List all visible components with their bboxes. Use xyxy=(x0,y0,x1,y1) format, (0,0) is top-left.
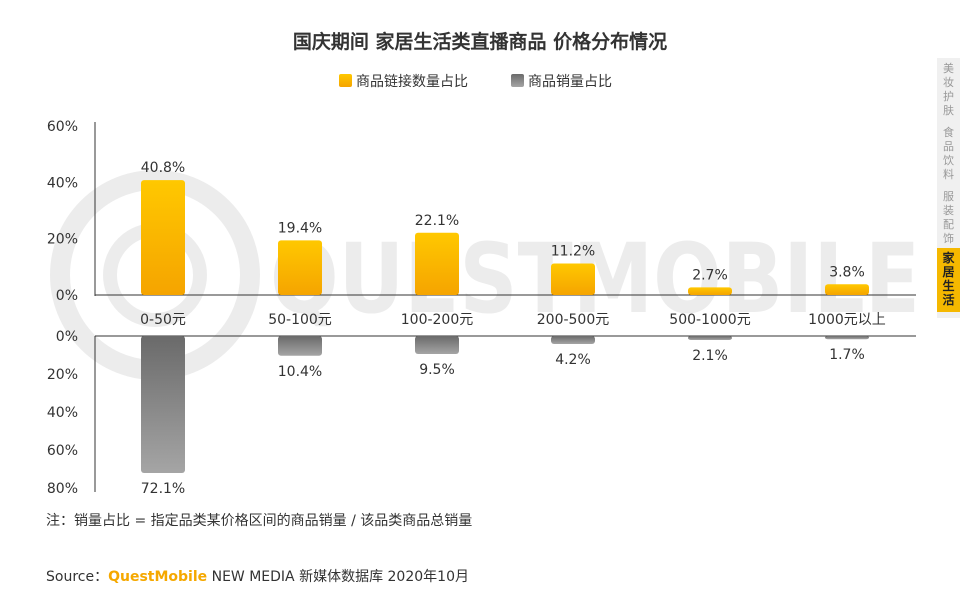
sales-share-value-label: 1.7% xyxy=(829,347,865,363)
side-tab-active-background xyxy=(937,248,960,312)
legend-swatch-sales xyxy=(511,74,524,87)
sales-share-value-label: 2.1% xyxy=(692,348,728,364)
links-share-value-label: 3.8% xyxy=(829,264,865,280)
top-axis-ticks: 0% 20% 40% 60% xyxy=(47,119,78,304)
bottom-y-tick-label: 80% xyxy=(47,481,78,497)
links-share-value-label: 11.2% xyxy=(551,243,595,259)
side-tab[interactable]: 家居生活 xyxy=(937,248,960,312)
side-tab-label: 食品饮料 xyxy=(943,125,954,181)
links-share-bars: 40.8% 19.4% 22.1% 11.2% 2.7% 3.8% xyxy=(141,160,869,295)
sales-share-bar xyxy=(141,336,185,473)
watermark: QUESTMOBILE xyxy=(50,170,920,380)
category-label: 50-100元 xyxy=(268,312,332,328)
links-share-value-label: 40.8% xyxy=(141,160,185,176)
category-label: 1000元以上 xyxy=(808,312,886,328)
category-label: 0-50元 xyxy=(140,312,186,328)
links-share-value-label: 2.7% xyxy=(692,267,728,283)
category-label: 500-1000元 xyxy=(669,312,750,328)
footnote: 注：销量占比 = 指定品类某价格区间的商品销量 / 该品类商品总销量 xyxy=(46,513,472,529)
source-line: Source：QuestMobile NEW MEDIA 新媒体数据库 2020… xyxy=(46,569,469,585)
sales-share-value-label: 10.4% xyxy=(278,364,322,380)
sales-share-bar xyxy=(688,336,732,340)
side-tab-label: 家居生活 xyxy=(942,250,955,307)
legend-label-links: 商品链接数量占比 xyxy=(356,73,468,90)
sales-share-bars: 72.1% 10.4% 9.5% 4.2% 2.1% 1.7% xyxy=(141,336,869,497)
source-prefix: Source： xyxy=(46,569,108,585)
links-share-value-label: 19.4% xyxy=(278,220,322,236)
sales-share-bar xyxy=(278,336,322,356)
bottom-y-tick-label: 0% xyxy=(56,329,78,345)
sales-share-value-label: 72.1% xyxy=(141,481,185,497)
bottom-axis-ticks: 0% 20% 40% 60% 80% xyxy=(47,329,78,497)
bottom-y-tick-label: 60% xyxy=(47,443,78,459)
top-y-tick-label: 0% xyxy=(56,288,78,304)
legend-label-sales: 商品销量占比 xyxy=(528,74,612,90)
category-label: 200-500元 xyxy=(537,312,610,328)
sales-share-value-label: 4.2% xyxy=(555,352,591,368)
side-tab[interactable]: 服装配饰 xyxy=(943,190,954,245)
source-brand: QuestMobile xyxy=(108,569,207,585)
top-y-tick-label: 40% xyxy=(47,175,78,191)
category-labels: 0-50元 50-100元 100-200元 200-500元 500-1000元 100… xyxy=(140,312,886,328)
sales-share-bar xyxy=(551,336,595,344)
side-tab-label: 美妆护肤 xyxy=(943,62,954,117)
sales-share-value-label: 9.5% xyxy=(419,362,455,378)
links-share-bar xyxy=(825,284,869,295)
source-suffix: NEW MEDIA 新媒体数据库 2020年10月 xyxy=(207,569,469,585)
sales-share-bar xyxy=(825,336,869,340)
legend: 商品链接数量占比 商品销量占比 xyxy=(339,73,612,90)
links-share-bar xyxy=(551,263,595,295)
links-share-bar xyxy=(415,232,459,295)
legend-swatch-links xyxy=(339,74,352,87)
chart-title: 国庆期间 家居生活类直播商品 价格分布情况 xyxy=(293,30,667,53)
side-tab-label: 服装配饰 xyxy=(943,190,954,245)
sales-share-bar xyxy=(415,336,459,355)
links-share-value-label: 22.1% xyxy=(415,213,459,229)
top-y-tick-label: 20% xyxy=(47,232,78,248)
top-y-tick-label: 60% xyxy=(47,119,78,135)
links-share-bar xyxy=(141,180,185,295)
links-share-bar xyxy=(278,240,322,295)
side-tab[interactable]: 食品饮料 xyxy=(943,125,954,181)
category-label: 100-200元 xyxy=(401,312,474,328)
links-share-bar xyxy=(688,287,732,295)
side-tab[interactable]: 美妆护肤 xyxy=(943,62,954,117)
bottom-y-tick-label: 40% xyxy=(47,405,78,421)
bottom-y-tick-label: 20% xyxy=(47,367,78,383)
